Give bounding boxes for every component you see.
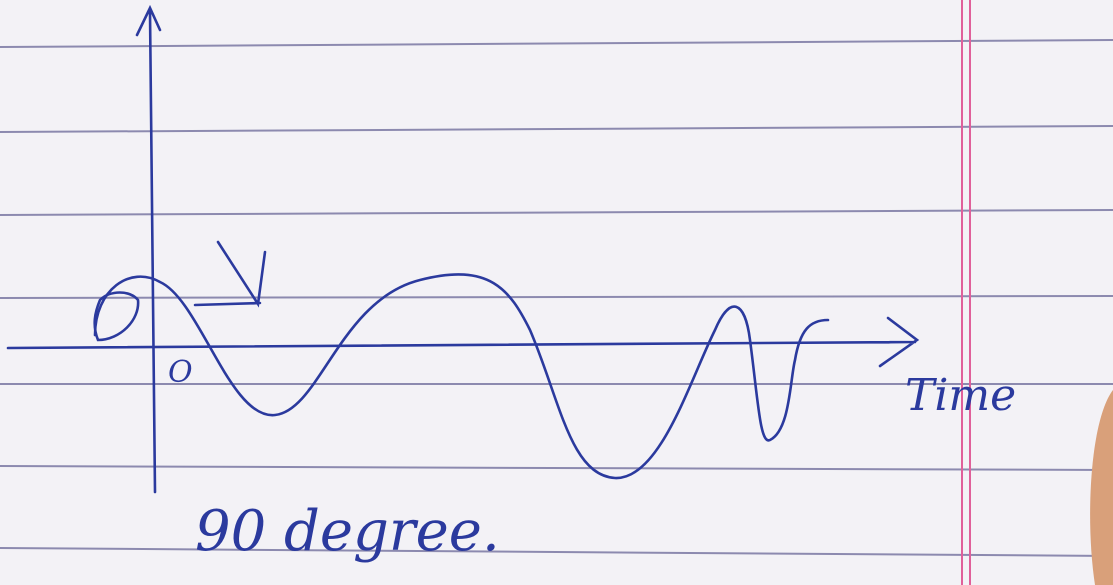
page: O V Time 90 degree. (() => { const data … <box>0 0 1113 585</box>
x-axis-label: Time <box>905 370 1016 421</box>
origin-label: O <box>168 355 193 390</box>
notebook-photo: O V Time 90 degree. <box>0 0 1113 585</box>
paper <box>0 0 1113 585</box>
caption: 90 degree. <box>195 499 500 564</box>
